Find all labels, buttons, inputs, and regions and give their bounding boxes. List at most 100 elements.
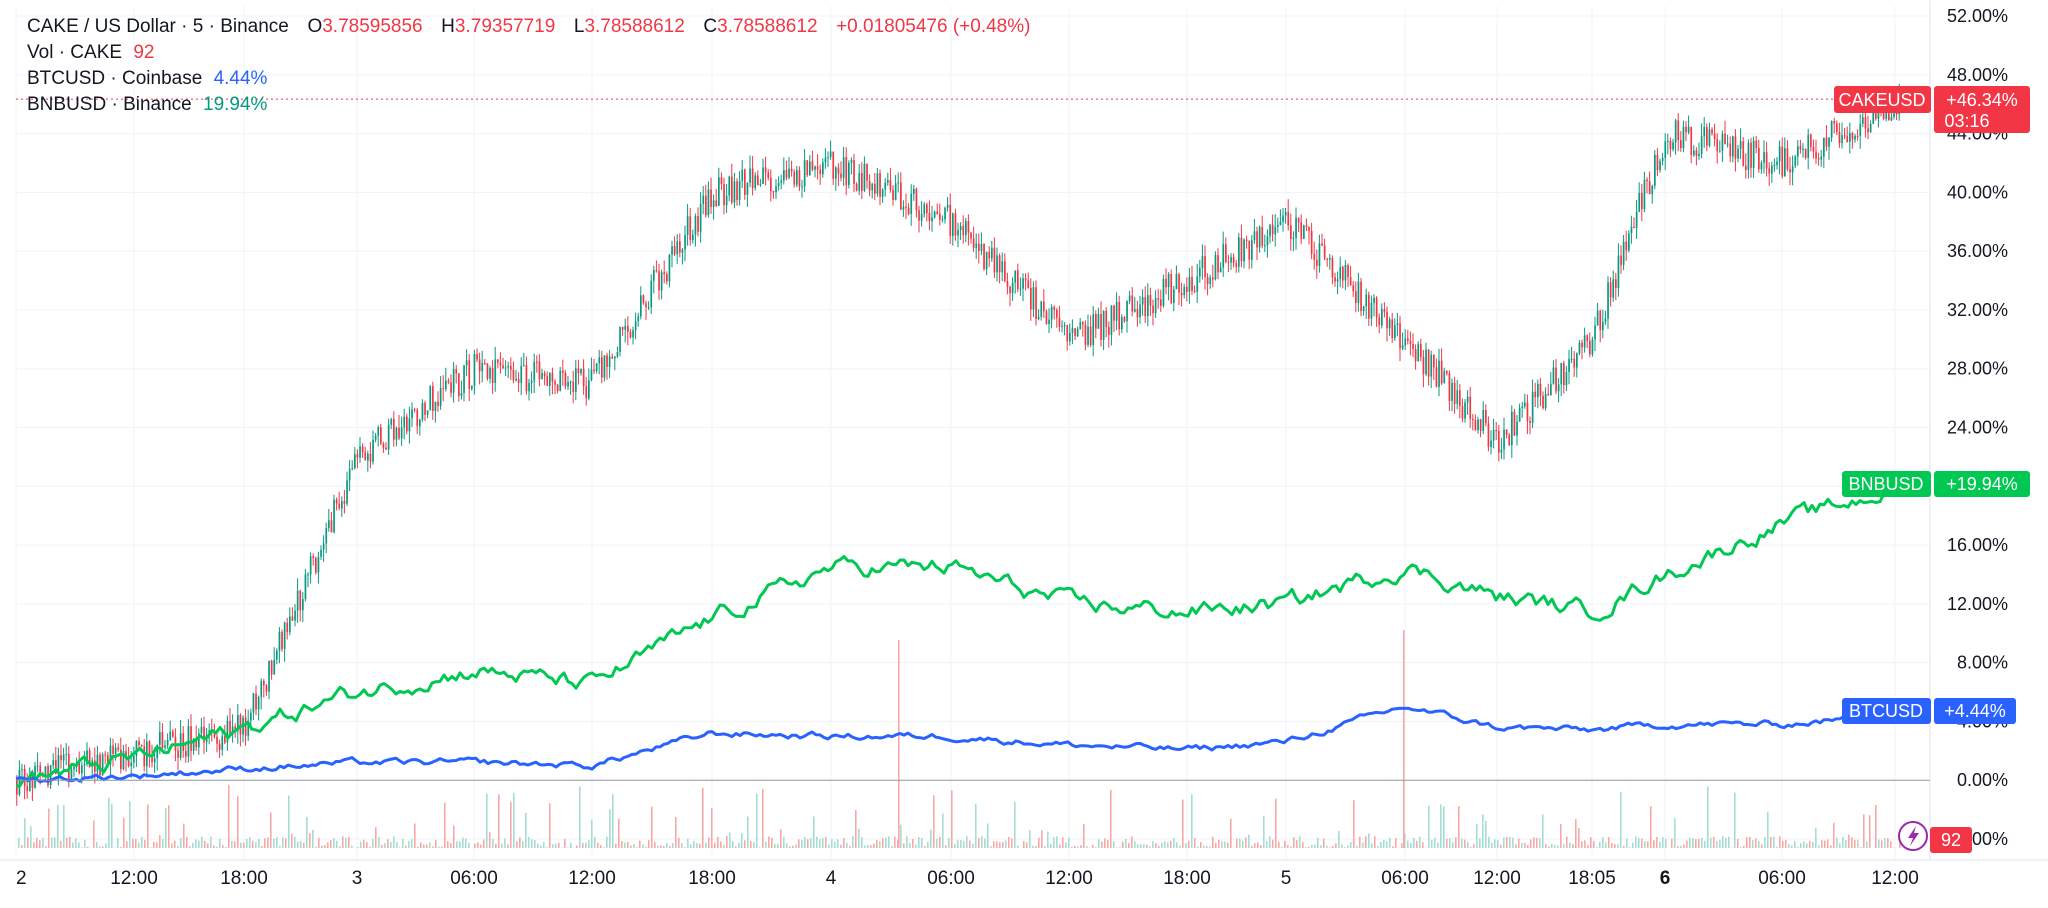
cake-candle <box>1334 277 1336 282</box>
cake-candle <box>231 726 234 735</box>
volume-bar <box>333 838 335 848</box>
cake-candle <box>712 200 715 207</box>
x-tick-label: 18:00 <box>688 868 736 889</box>
cake-candle <box>520 365 523 384</box>
bnb-tag-value-bg <box>1934 471 2030 497</box>
cake-candle <box>1672 142 1674 150</box>
cake-candle <box>104 754 107 756</box>
volume-label[interactable]: Vol · CAKE <box>27 42 123 63</box>
cake-candle <box>86 750 88 765</box>
cake-candle <box>372 439 374 462</box>
cake-candle <box>263 680 265 686</box>
cake-candle <box>1310 231 1313 254</box>
volume-bar <box>456 841 458 848</box>
bnb-tag-name: BNBUSD <box>1848 474 1923 494</box>
cake-candle <box>926 204 928 213</box>
cake-candle <box>1339 266 1342 280</box>
cake-candle <box>1511 411 1513 446</box>
symbol-title[interactable]: CAKE / US Dollar · 5 · Binance <box>27 16 289 37</box>
cake-candle <box>429 386 432 411</box>
volume-bar <box>786 843 788 848</box>
legend-compare-btc[interactable]: BTCUSD · Coinbase 4.44% <box>27 66 1030 92</box>
cake-candle <box>153 758 156 763</box>
volume-bar <box>1167 842 1169 848</box>
volume-bar <box>249 837 251 848</box>
volume-bar <box>948 838 950 848</box>
volume-bar <box>945 845 947 848</box>
volume-bar <box>1551 843 1553 848</box>
cake-candle <box>1170 274 1173 303</box>
volume-bar <box>372 838 374 848</box>
volume-bar <box>1440 804 1442 848</box>
volume-bar <box>1542 814 1544 848</box>
cake-candle <box>959 226 962 230</box>
volume-bar <box>555 843 557 848</box>
cake-candle <box>1214 255 1217 280</box>
low-label: L <box>573 16 585 37</box>
volume-bar <box>1485 820 1487 848</box>
cake-candle <box>1724 133 1726 144</box>
volume-bar <box>477 842 479 848</box>
cake-candle <box>148 741 151 757</box>
cake-candle <box>759 183 762 185</box>
volume-bar <box>915 844 917 848</box>
legend-compare-bnb[interactable]: BNBUSD · Binance 19.94% <box>27 92 1030 118</box>
volume-bar <box>1119 847 1121 848</box>
lightning-icon[interactable] <box>1898 821 1928 851</box>
btc-tag-name-bg <box>1842 698 1931 724</box>
cake-candle <box>192 738 195 751</box>
cake-candle <box>1292 238 1295 240</box>
cake-candle <box>382 443 385 448</box>
cake-candle <box>822 162 824 175</box>
cake-candle <box>1674 120 1677 143</box>
volume-bar <box>795 844 797 848</box>
cake-candle <box>151 756 153 763</box>
cake-candle <box>1079 322 1082 329</box>
volume-bar <box>447 841 449 848</box>
cake-candle <box>642 295 645 304</box>
cake-candle <box>1071 328 1074 333</box>
cake-candle <box>260 680 263 697</box>
cake-candle <box>450 382 452 393</box>
compare-bnb-label[interactable]: BNBUSD · Binance <box>27 94 192 115</box>
volume-bar <box>552 844 554 848</box>
legend-volume-row[interactable]: Vol · CAKE 92 <box>27 40 1030 66</box>
cake-candle <box>1261 226 1264 246</box>
cake-candle <box>1269 224 1271 237</box>
cake-candle <box>1227 261 1230 263</box>
cake-candle <box>879 173 881 197</box>
cake-candle <box>1331 258 1334 278</box>
volume-bar <box>732 840 734 848</box>
cake-candle <box>1602 321 1604 331</box>
cake-candle <box>1196 276 1199 292</box>
compare-btc-label[interactable]: BTCUSD · Coinbase <box>27 68 203 89</box>
cake-candle <box>603 355 606 378</box>
volume-bar <box>468 842 470 848</box>
cake-candle <box>499 362 502 366</box>
volume-bar <box>495 843 497 848</box>
volume-bar <box>1650 806 1652 848</box>
cake-candle <box>1180 292 1183 296</box>
volume-bar <box>639 840 641 848</box>
legend-main-row[interactable]: CAKE / US Dollar · 5 · Binance O3.785958… <box>27 14 1030 40</box>
cake-candle <box>70 769 73 780</box>
cake-candle <box>1139 304 1141 318</box>
volume-bar <box>1326 845 1328 848</box>
cake-candle <box>1438 360 1440 387</box>
cake-candle <box>627 325 629 333</box>
cake-candle <box>364 452 367 461</box>
volume-bar <box>609 809 611 848</box>
volume-bar <box>1101 841 1103 848</box>
volume-bar <box>1539 838 1541 848</box>
cake-candle <box>1264 245 1266 247</box>
cake-candle <box>1825 137 1828 147</box>
time-axis[interactable]: 2 12:00 18:00 3 06:00 12:00 18:00 4 06:00 12:00 18… <box>16 868 1919 889</box>
cake-candle <box>1232 256 1235 264</box>
cake-candle <box>127 758 130 767</box>
volume-bar <box>1254 843 1256 848</box>
cake-candle <box>1758 148 1760 170</box>
volume-bar <box>1437 842 1439 848</box>
cake-candle <box>1370 303 1373 319</box>
volume-bar <box>855 810 857 848</box>
